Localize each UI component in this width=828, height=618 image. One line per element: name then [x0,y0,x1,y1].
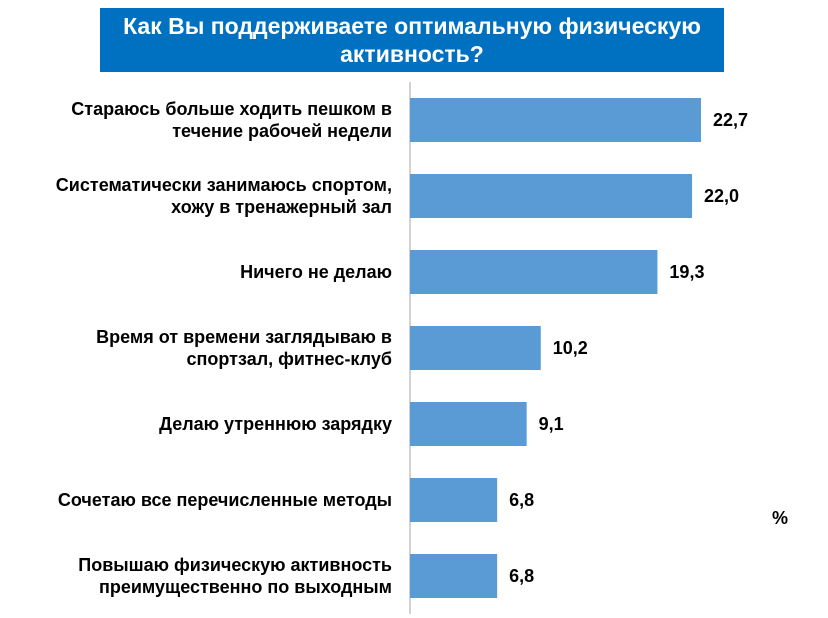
category-label: спортзал, фитнес-клуб [187,349,392,369]
data-label: 6,8 [509,490,534,510]
bar [410,174,693,218]
category-label: Время от времени заглядываю в [96,327,392,347]
category-label: Сочетаю все перечисленные методы [58,490,392,510]
category-label: хожу в тренажерный зал [171,197,392,217]
data-label: 22,0 [704,186,739,206]
category-label: течение рабочей недели [172,121,392,141]
category-label: Ничего не делаю [240,262,392,282]
chart-title: Как Вы поддерживаете оптимальную физичес… [100,8,724,72]
bar [410,402,527,446]
data-label: 19,3 [669,262,704,282]
bar [410,326,541,370]
unit-label: % [772,508,789,528]
category-label: Стараюсь больше ходить пешком в [71,99,392,119]
bar [410,98,702,142]
bar [410,478,498,522]
bar [410,250,658,294]
category-label: Повышаю физическую активность [78,555,392,575]
category-label: Делаю утреннюю зарядку [159,414,392,434]
category-label: преимущественно по выходным [99,577,392,597]
data-label: 6,8 [509,566,534,586]
data-label: 10,2 [553,338,588,358]
category-label: Систематически занимаюсь спортом, [56,175,392,195]
bar [410,554,498,598]
data-label: 22,7 [713,110,748,130]
data-label: 9,1 [539,414,564,434]
